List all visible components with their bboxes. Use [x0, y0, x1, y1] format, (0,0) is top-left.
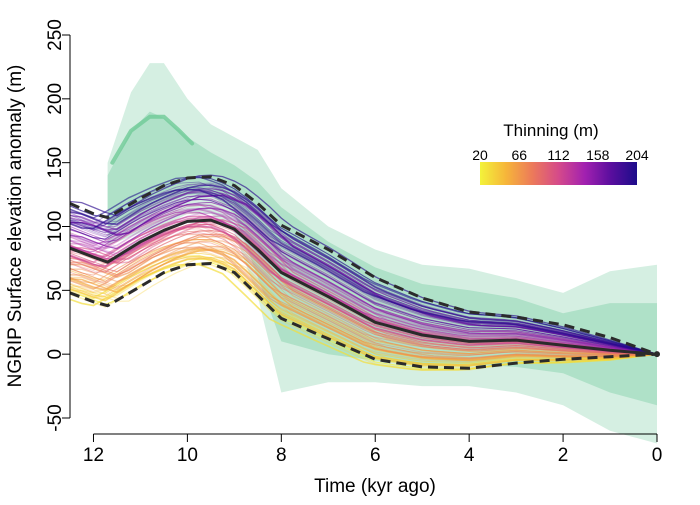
ensemble-line	[69, 263, 658, 371]
ensemble-line	[70, 194, 658, 355]
ensemble-line	[69, 174, 658, 355]
ensemble-line	[69, 184, 658, 356]
x-tick-group: 12 10 8 6 4 2 0	[83, 434, 662, 466]
series-median-line	[69, 218, 658, 356]
y-axis-label: NGRIP Surface elevation anomaly (m)	[5, 65, 26, 388]
inner-uncertainty-band	[107, 111, 658, 406]
summary-series-layer	[69, 175, 660, 370]
ensemble-line	[69, 242, 658, 356]
ensemble-line	[69, 238, 657, 355]
ensemble-line	[69, 188, 658, 355]
origin-point	[654, 351, 660, 358]
x-axis-label: Time (kyr ago)	[314, 476, 436, 497]
ensemble-line	[69, 187, 658, 355]
x-tick-label: 0	[652, 445, 663, 466]
ensemble-line	[69, 187, 658, 355]
ensemble-line	[69, 225, 658, 355]
x-tick-label: 2	[558, 445, 569, 466]
legend-title: Thinning (m)	[503, 121, 598, 140]
y-tick-label: 150	[45, 147, 66, 179]
y-tick-label: 250	[45, 19, 66, 51]
y-tick-label: -50	[45, 404, 66, 431]
colorbar-tick-label: 158	[586, 147, 610, 163]
x-tick-label: 4	[464, 445, 475, 466]
ensemble-line	[69, 263, 658, 371]
ensemble-line	[69, 246, 658, 360]
ensemble-line	[69, 241, 658, 356]
ensemble-line	[70, 235, 658, 355]
series-upper-bound-line	[69, 175, 658, 356]
colorbar-tick-label: 66	[511, 147, 527, 163]
ensemble-line	[70, 235, 658, 355]
x-tick-label: 12	[83, 445, 104, 466]
ensemble-line	[69, 188, 658, 355]
ensemble-line	[70, 240, 658, 356]
y-tick-group: -50 0 50 100 150 200 250	[45, 19, 70, 432]
ensemble-line	[69, 198, 658, 355]
x-tick-label: 6	[370, 445, 381, 466]
ensemble-line	[69, 242, 658, 356]
ensemble-line	[69, 207, 658, 355]
colorbar-tick-label: 204	[625, 147, 649, 163]
ensemble-line	[69, 189, 658, 355]
ensemble-line	[69, 211, 658, 355]
colorbar-gradient	[480, 162, 637, 185]
colorbar-tick-group: 20 66 112 158 204	[472, 147, 649, 163]
y-tick-label: 0	[45, 349, 66, 360]
band-highlight-arc	[110, 114, 195, 165]
x-tick-label: 8	[276, 445, 287, 466]
ensemble-line	[69, 212, 658, 355]
y-tick-label: 200	[45, 83, 66, 115]
ensemble-line	[69, 203, 658, 355]
colorbar-legend: Thinning (m) 20 66 112 158 204	[472, 121, 649, 185]
ensemble-line	[69, 176, 658, 355]
colorbar-tick-label: 112	[547, 147, 570, 163]
series-lower-bound-line	[69, 262, 658, 370]
ensemble-line	[70, 233, 658, 355]
colorbar-tick-label: 20	[472, 147, 488, 163]
ensemble-line	[69, 234, 658, 355]
ensemble-line	[69, 232, 658, 355]
y-tick-label: 100	[45, 211, 66, 243]
x-tick-label: 10	[177, 445, 198, 466]
y-tick-label: 50	[45, 280, 66, 301]
